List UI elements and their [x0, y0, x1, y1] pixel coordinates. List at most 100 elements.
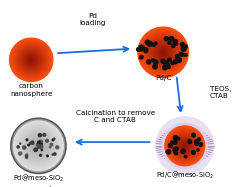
Ellipse shape: [176, 137, 193, 155]
Ellipse shape: [27, 134, 50, 158]
Ellipse shape: [29, 57, 34, 62]
Ellipse shape: [15, 43, 48, 76]
Ellipse shape: [38, 134, 42, 137]
Ellipse shape: [26, 54, 36, 65]
Ellipse shape: [22, 51, 40, 69]
Ellipse shape: [56, 146, 59, 149]
Ellipse shape: [149, 38, 178, 67]
Ellipse shape: [138, 27, 188, 77]
Ellipse shape: [175, 136, 195, 156]
Ellipse shape: [175, 147, 178, 150]
Ellipse shape: [17, 124, 60, 168]
Ellipse shape: [31, 138, 46, 153]
Ellipse shape: [150, 39, 177, 66]
Ellipse shape: [160, 49, 166, 55]
Ellipse shape: [165, 126, 204, 165]
Ellipse shape: [151, 41, 175, 64]
Ellipse shape: [38, 145, 39, 146]
Ellipse shape: [162, 123, 207, 168]
Ellipse shape: [151, 59, 154, 62]
Ellipse shape: [14, 42, 49, 77]
Ellipse shape: [184, 53, 187, 56]
Ellipse shape: [165, 63, 169, 68]
Ellipse shape: [22, 50, 41, 69]
Ellipse shape: [17, 45, 46, 74]
Ellipse shape: [27, 135, 50, 157]
Text: Pd
loading: Pd loading: [79, 13, 106, 26]
Ellipse shape: [36, 145, 38, 147]
Ellipse shape: [159, 48, 168, 56]
Ellipse shape: [11, 118, 66, 174]
Ellipse shape: [168, 129, 202, 163]
Ellipse shape: [18, 46, 45, 73]
Ellipse shape: [153, 65, 157, 69]
Ellipse shape: [41, 149, 42, 151]
Ellipse shape: [181, 53, 184, 56]
Ellipse shape: [176, 57, 181, 62]
Ellipse shape: [150, 39, 176, 65]
Ellipse shape: [39, 145, 42, 148]
Ellipse shape: [148, 42, 152, 46]
Ellipse shape: [180, 141, 190, 151]
Ellipse shape: [34, 142, 43, 150]
Ellipse shape: [25, 155, 28, 157]
Ellipse shape: [23, 146, 26, 149]
Ellipse shape: [179, 52, 183, 56]
Ellipse shape: [22, 129, 55, 163]
Ellipse shape: [145, 40, 150, 44]
Ellipse shape: [11, 40, 51, 80]
Ellipse shape: [29, 136, 48, 156]
Ellipse shape: [181, 142, 188, 149]
Ellipse shape: [155, 44, 172, 61]
Ellipse shape: [178, 139, 192, 153]
Ellipse shape: [184, 145, 185, 146]
Ellipse shape: [152, 44, 155, 46]
Ellipse shape: [18, 47, 45, 73]
Ellipse shape: [19, 48, 43, 72]
Ellipse shape: [12, 41, 50, 79]
Ellipse shape: [13, 42, 50, 78]
Ellipse shape: [25, 132, 52, 160]
Ellipse shape: [148, 37, 179, 68]
Ellipse shape: [165, 126, 205, 166]
Ellipse shape: [14, 43, 48, 77]
Ellipse shape: [143, 32, 183, 73]
Ellipse shape: [29, 137, 48, 155]
Ellipse shape: [17, 125, 60, 167]
Ellipse shape: [33, 140, 44, 151]
Ellipse shape: [163, 52, 164, 53]
Ellipse shape: [28, 56, 35, 63]
Ellipse shape: [33, 141, 43, 151]
Ellipse shape: [167, 128, 202, 163]
Ellipse shape: [10, 39, 52, 81]
Ellipse shape: [173, 134, 197, 158]
Ellipse shape: [195, 142, 198, 145]
Ellipse shape: [25, 54, 37, 66]
Ellipse shape: [13, 42, 49, 78]
Ellipse shape: [139, 28, 188, 77]
Ellipse shape: [26, 55, 36, 65]
Ellipse shape: [18, 126, 58, 166]
Ellipse shape: [26, 154, 28, 155]
Ellipse shape: [24, 52, 39, 67]
Ellipse shape: [184, 45, 187, 48]
Ellipse shape: [40, 144, 42, 146]
Ellipse shape: [159, 49, 167, 56]
Ellipse shape: [20, 48, 43, 71]
Ellipse shape: [141, 30, 186, 75]
Ellipse shape: [137, 48, 140, 51]
Ellipse shape: [19, 48, 43, 72]
Ellipse shape: [144, 49, 148, 53]
Ellipse shape: [154, 60, 158, 65]
Ellipse shape: [140, 45, 144, 49]
Ellipse shape: [11, 39, 52, 80]
Ellipse shape: [144, 33, 183, 72]
Ellipse shape: [46, 139, 48, 142]
Ellipse shape: [43, 133, 46, 136]
Ellipse shape: [15, 44, 47, 76]
Ellipse shape: [178, 139, 192, 153]
Ellipse shape: [148, 37, 178, 68]
Ellipse shape: [139, 46, 142, 49]
Ellipse shape: [157, 47, 169, 58]
Ellipse shape: [168, 143, 173, 148]
